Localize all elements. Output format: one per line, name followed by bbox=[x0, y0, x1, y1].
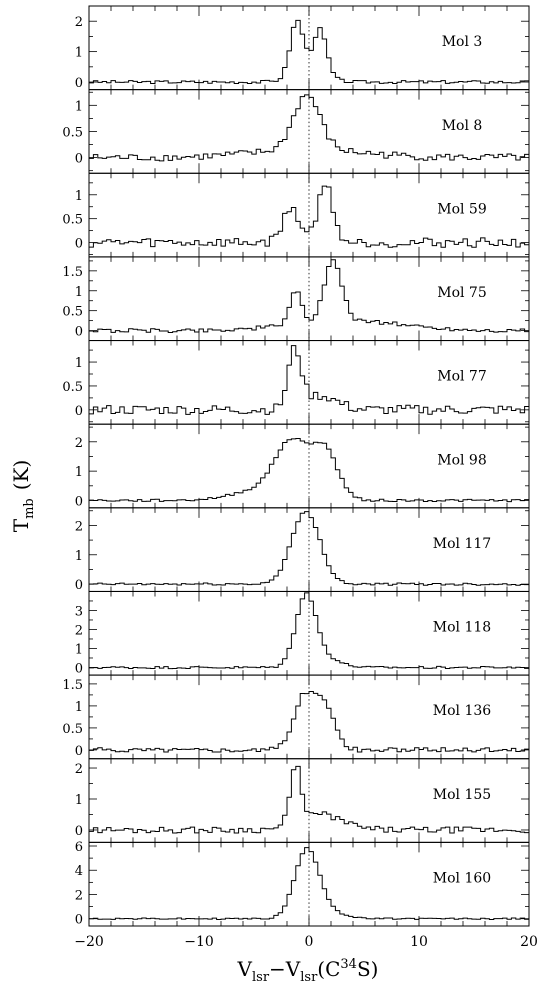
y-tick-label: 0.5 bbox=[62, 380, 83, 395]
y-tick-label: 1 bbox=[75, 793, 83, 808]
y-tick-label: 1 bbox=[75, 549, 83, 564]
panel-6: 0 1 2 Mol 98 bbox=[75, 423, 530, 509]
x-tick-label: 10 bbox=[410, 934, 428, 950]
y-tick-label: 1 bbox=[75, 189, 83, 204]
y-tick-label: 0 bbox=[75, 578, 83, 593]
x-label-v1-sub: lsr bbox=[252, 970, 270, 985]
y-tick-label: 6 bbox=[75, 840, 83, 855]
y-tick-label: 1 bbox=[75, 700, 83, 715]
y-tick-label: 1 bbox=[75, 46, 83, 61]
y-tick-label: 0 bbox=[75, 824, 83, 839]
y-tick-label: 0 bbox=[75, 494, 83, 509]
x-label-v2-sub: lsr bbox=[300, 970, 318, 985]
y-tick-label: 1.5 bbox=[62, 678, 83, 693]
spectra-panels: 0 1 2 Mol 3 0 0.5 1 Mol 8 0 0.5 1 Mol 59 0 0.5 1 1.5 Mol… bbox=[62, 5, 530, 928]
y-tick-label: 2 bbox=[75, 762, 83, 777]
source-label: Mol 8 bbox=[442, 118, 483, 134]
spectrum-trace bbox=[89, 19, 529, 85]
y-tick-label: 1 bbox=[75, 356, 83, 371]
y-tick-label: 1 bbox=[75, 642, 83, 657]
y-tick-label: 0.5 bbox=[62, 722, 83, 737]
x-label-paren-open: (C bbox=[317, 957, 340, 981]
y-axis-label: Tmb (K) bbox=[9, 460, 37, 533]
spectrum-trace bbox=[89, 592, 529, 670]
source-label: Mol 136 bbox=[433, 703, 492, 719]
y-tick-label: 0.5 bbox=[62, 125, 83, 140]
panel-5: 0 0.5 1 Mol 77 bbox=[62, 340, 530, 425]
x-label-sup: 34 bbox=[340, 957, 357, 972]
x-axis: −20 −10 0 10 20 bbox=[74, 934, 538, 950]
x-tick-label: −20 bbox=[74, 934, 104, 950]
spectrum-trace bbox=[89, 511, 529, 586]
y-tick-label: 0 bbox=[75, 744, 83, 759]
source-label: Mol 3 bbox=[442, 34, 483, 50]
panel-10: 0 1 2 Mol 155 bbox=[75, 758, 530, 843]
spectrum-trace bbox=[89, 94, 529, 162]
y-tick-label: 0 bbox=[75, 325, 83, 340]
x-label-v2: V bbox=[285, 957, 301, 981]
spectrum-trace bbox=[89, 185, 529, 248]
y-tick-label: 0.5 bbox=[62, 305, 83, 320]
y-label-main: T bbox=[9, 518, 33, 532]
y-tick-label: 0 bbox=[75, 152, 83, 167]
y-tick-label: 2 bbox=[75, 15, 83, 30]
panel-4: 0 0.5 1 1.5 Mol 75 bbox=[62, 256, 530, 342]
source-label: Mol 77 bbox=[437, 369, 487, 385]
panel-3: 0 0.5 1 Mol 59 bbox=[62, 172, 530, 258]
y-tick-label: 2 bbox=[75, 519, 83, 534]
x-tick-label: 0 bbox=[305, 934, 314, 950]
spectrum-trace bbox=[89, 847, 529, 920]
source-label: Mol 75 bbox=[437, 285, 487, 301]
y-tick-label: 2 bbox=[75, 623, 83, 638]
x-tick-label: 20 bbox=[520, 934, 538, 950]
x-label-dash: − bbox=[269, 957, 286, 981]
x-label-paren-close: S) bbox=[357, 957, 379, 981]
spectrum-trace bbox=[89, 438, 529, 503]
y-tick-label: 3 bbox=[75, 604, 83, 619]
y-tick-label: 1 bbox=[75, 285, 83, 300]
source-label: Mol 155 bbox=[433, 787, 491, 803]
panel-7: 0 1 2 Mol 117 bbox=[75, 507, 530, 593]
y-tick-label: 0 bbox=[75, 913, 83, 928]
y-tick-label: 0 bbox=[75, 661, 83, 676]
y-label-unit: (K) bbox=[9, 460, 33, 491]
y-tick-label: 2 bbox=[75, 436, 83, 451]
source-label: Mol 118 bbox=[433, 620, 491, 636]
source-label: Mol 59 bbox=[437, 201, 487, 217]
x-axis-label: Vlsr−Vlsr(C34S) bbox=[237, 957, 379, 985]
y-tick-label: 0 bbox=[75, 237, 83, 252]
source-label: Mol 160 bbox=[433, 871, 491, 887]
panel-1: 0 1 2 Mol 3 bbox=[75, 5, 530, 91]
panel-2: 0 0.5 1 Mol 8 bbox=[62, 89, 530, 174]
source-label: Mol 98 bbox=[437, 452, 487, 468]
panel-8: 0 1 2 3 Mol 118 bbox=[75, 590, 530, 676]
spectrum-trace bbox=[89, 691, 529, 753]
y-label-sub: mb bbox=[22, 498, 37, 519]
spectrum-trace bbox=[89, 345, 529, 415]
y-tick-label: 1 bbox=[75, 465, 83, 480]
y-tick-label: 0 bbox=[75, 76, 83, 91]
y-tick-label: 1 bbox=[75, 99, 83, 114]
y-tick-label: 0 bbox=[75, 404, 83, 419]
panel-11: 0 2 4 6 Mol 160 bbox=[75, 840, 530, 928]
x-label-v1: V bbox=[237, 957, 253, 981]
y-tick-label: 4 bbox=[75, 864, 83, 879]
x-tick-label: −10 bbox=[184, 934, 214, 950]
panel-9: 0 0.5 1 1.5 Mol 136 bbox=[62, 674, 530, 760]
y-tick-label: 0.5 bbox=[62, 213, 83, 228]
y-tick-label: 2 bbox=[75, 888, 83, 903]
source-label: Mol 117 bbox=[433, 536, 491, 552]
spectrum-trace bbox=[89, 765, 529, 834]
spectrum-trace bbox=[89, 259, 529, 333]
y-tick-label: 1.5 bbox=[62, 265, 83, 280]
